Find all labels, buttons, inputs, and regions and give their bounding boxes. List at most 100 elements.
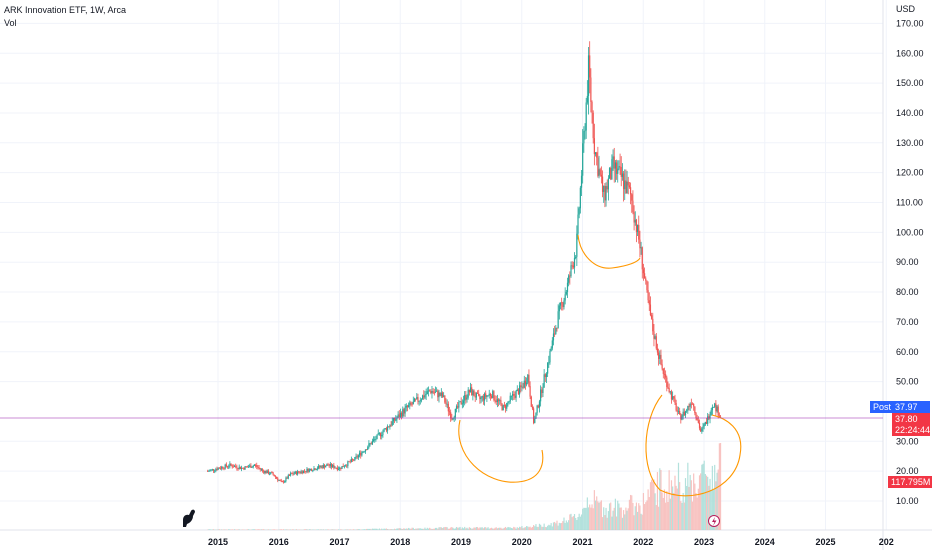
candle-body [451, 418, 452, 419]
candle-body [360, 453, 361, 456]
candle-body [352, 459, 353, 460]
volume-bar [379, 528, 380, 530]
candle-body [581, 176, 582, 188]
candle-body [665, 374, 666, 377]
candle-body [576, 234, 577, 257]
candle-body [221, 467, 222, 469]
candle-body [344, 466, 345, 467]
dinosaur-icon[interactable] [183, 510, 195, 527]
volume-bar [693, 473, 694, 530]
candle-body [500, 400, 501, 403]
symbol-title[interactable]: ARK Innovation ETF, 1W, Arca [4, 4, 126, 17]
candle-body [690, 404, 691, 407]
candle-body [392, 421, 393, 425]
candle-body [603, 186, 604, 192]
volume-bar [552, 526, 553, 530]
volume-bar [556, 521, 557, 530]
volume-bar [262, 529, 263, 530]
candle-body [379, 433, 380, 434]
volume-bar [517, 527, 518, 530]
volume-bar [374, 529, 375, 530]
volume-bar [280, 529, 281, 530]
volume-bar [435, 528, 436, 530]
candle-body [657, 349, 658, 353]
volume-bar [221, 529, 222, 530]
candle-body [560, 302, 561, 305]
volume-indicator-label[interactable]: Vol [4, 17, 126, 30]
candle-body [428, 391, 429, 392]
candle-body [619, 166, 620, 167]
candle-body [400, 413, 401, 417]
volume-bar [383, 529, 384, 530]
candle-body [409, 403, 410, 406]
volume-bar [445, 527, 446, 530]
candle-body [594, 138, 595, 154]
candle-body [435, 392, 436, 393]
volume-bar [574, 514, 575, 530]
volume-bar [720, 443, 721, 530]
volume-bar [679, 482, 680, 530]
volume-bar [477, 527, 478, 530]
volume-bar [525, 527, 526, 530]
volume-bar [612, 511, 613, 530]
volume-bar [537, 527, 538, 530]
volume-bar [296, 529, 297, 530]
volume-bar [584, 508, 585, 530]
candle-body [504, 405, 505, 406]
volume-bar [449, 529, 450, 530]
volume-bar [593, 508, 594, 530]
volume-bar [409, 528, 410, 530]
volume-bar [628, 508, 629, 530]
candle-body [575, 257, 576, 258]
volume-bar [489, 529, 490, 530]
volume-bar [624, 514, 625, 530]
candle-body [298, 471, 299, 472]
candle-body [704, 424, 705, 426]
candle-body [628, 182, 629, 186]
volume-bar [650, 482, 651, 530]
volume-bar [660, 470, 661, 530]
volume-bar [645, 502, 646, 530]
volume-bar [281, 529, 282, 530]
candle-body [294, 474, 295, 475]
candle-body [330, 464, 331, 466]
candle-body [521, 387, 522, 388]
candle-body [251, 467, 252, 468]
annotation-curve[interactable] [578, 235, 640, 268]
candle-body [302, 471, 303, 473]
candle-body [250, 465, 251, 467]
volume-bar [461, 529, 462, 530]
volume-bar [347, 529, 348, 530]
candle-body [672, 396, 673, 399]
candle-body [235, 466, 236, 467]
volume-bar [443, 527, 444, 530]
candle-body [621, 167, 622, 177]
volume-bar [615, 499, 616, 530]
volume-bar [527, 526, 528, 530]
candle-body [714, 404, 715, 407]
volume-bar [515, 529, 516, 530]
candle-body [569, 275, 570, 276]
candle-body [531, 397, 532, 407]
volume-bar [637, 512, 638, 530]
volume-bar [424, 528, 425, 530]
candle-body [367, 447, 368, 449]
volume-bar [617, 501, 618, 530]
volume-bar [471, 529, 472, 530]
volume-bar [651, 480, 652, 530]
volume-bar [353, 529, 354, 530]
volume-bar [485, 527, 486, 530]
volume-bar [458, 528, 459, 530]
annotation-curve[interactable] [459, 420, 543, 482]
volume-bar [570, 514, 571, 530]
candle-body [234, 466, 235, 467]
volume-bar [498, 528, 499, 530]
candle-body [635, 220, 636, 223]
candle-body [639, 240, 640, 249]
volume-bar [283, 529, 284, 530]
candle-body [236, 467, 237, 469]
volume-bar [358, 529, 359, 530]
